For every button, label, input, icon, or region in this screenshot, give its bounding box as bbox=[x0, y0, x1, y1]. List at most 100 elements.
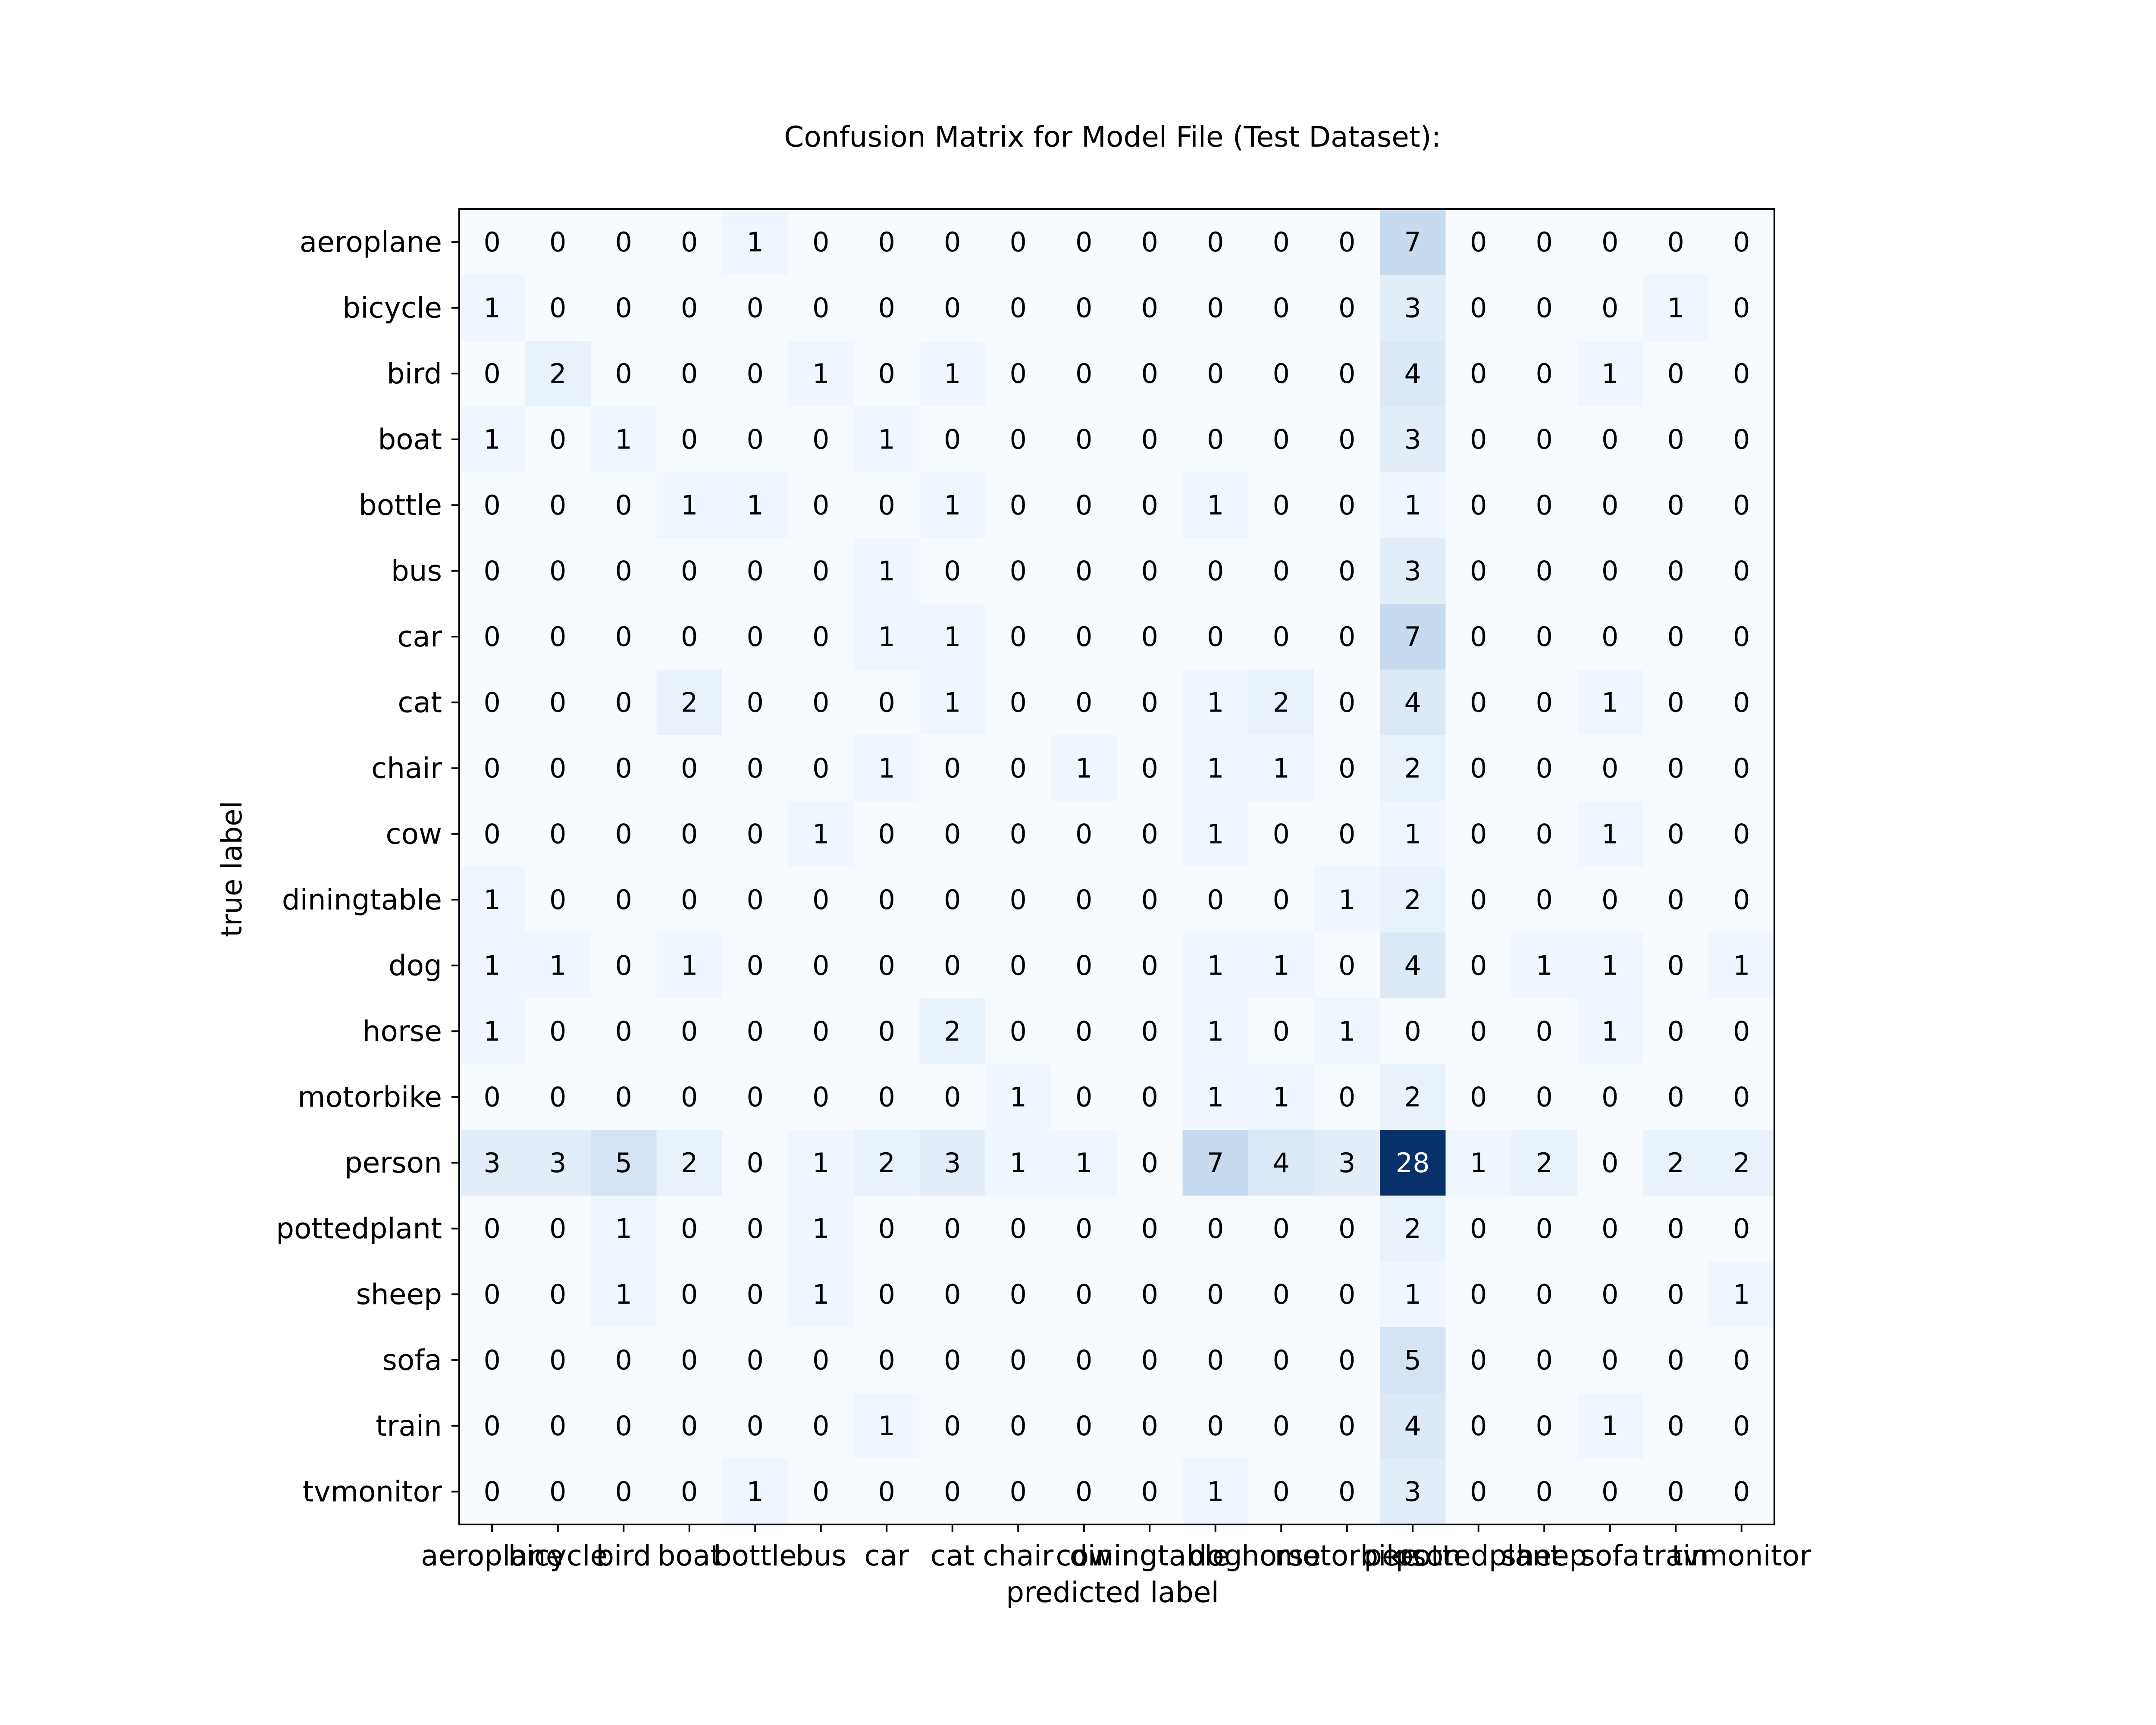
cell-value-label: 0 bbox=[1207, 1410, 1224, 1442]
cell-value-label: 1 bbox=[812, 1147, 829, 1179]
cell-value-label: 1 bbox=[878, 621, 895, 652]
cell-value-label: 1 bbox=[812, 358, 829, 389]
heatmap-cell bbox=[919, 1195, 986, 1262]
heatmap-cell bbox=[1445, 998, 1512, 1064]
cell-value-label: 0 bbox=[1667, 423, 1684, 455]
cell-value-labels: 0 0 0 0 1 0 0 0 0 0 0 0 0 0 7 0 0 0 0 0 1 0 0 0 0 0 0 0 0 0 0 0 0 0 3 0 0 0 1 0… bbox=[484, 226, 1750, 1508]
heatmap-cell bbox=[1182, 538, 1249, 604]
cell-value-label: 0 bbox=[944, 423, 961, 455]
cell-value-label: 0 bbox=[878, 358, 895, 389]
cell-value-label: 0 bbox=[1338, 1476, 1355, 1507]
heatmap-cell bbox=[854, 1064, 920, 1130]
cell-value-label: 0 bbox=[549, 818, 566, 850]
heatmap-cell bbox=[1511, 1195, 1577, 1262]
cell-value-label: 0 bbox=[1075, 1213, 1092, 1244]
heatmap-cell bbox=[1577, 1393, 1643, 1459]
cell-value-label: 0 bbox=[1010, 489, 1027, 521]
heatmap-cell bbox=[1117, 669, 1183, 736]
cell-value-label: 1 bbox=[1733, 950, 1750, 981]
heatmap-cell bbox=[854, 472, 920, 538]
cell-value-label: 0 bbox=[681, 1476, 698, 1507]
heatmap-cell bbox=[722, 998, 788, 1064]
heatmap-cell bbox=[525, 1064, 591, 1130]
heatmap-cell bbox=[1577, 1261, 1643, 1327]
heatmap-cell bbox=[722, 1261, 788, 1327]
cell-value-label: 0 bbox=[1667, 1344, 1684, 1376]
heatmap-cell bbox=[985, 406, 1051, 473]
cell-value-label: 0 bbox=[1338, 687, 1355, 718]
cell-value-label: 1 bbox=[1536, 950, 1553, 981]
cell-value-label: 0 bbox=[549, 753, 566, 784]
heatmap-cell bbox=[1314, 275, 1380, 341]
heatmap-cell bbox=[985, 932, 1051, 999]
heatmap-cell bbox=[1117, 1195, 1183, 1262]
x-tick-label: sofa bbox=[1580, 1539, 1640, 1572]
heatmap-cell bbox=[985, 1393, 1051, 1459]
cell-value-label: 0 bbox=[878, 226, 895, 258]
cell-value-label: 0 bbox=[1733, 1344, 1750, 1376]
heatmap-cell bbox=[525, 669, 591, 736]
cell-value-label: 0 bbox=[1010, 358, 1027, 389]
heatmap-cell bbox=[1182, 867, 1249, 933]
heatmap-cell bbox=[591, 1327, 657, 1393]
cell-value-label: 0 bbox=[1207, 292, 1224, 323]
cell-value-label: 0 bbox=[681, 818, 698, 850]
x-tick-label: tvmonitor bbox=[1672, 1539, 1811, 1572]
cell-value-label: 0 bbox=[1470, 818, 1487, 850]
heatmap-cell bbox=[1314, 932, 1380, 999]
heatmap-cell bbox=[1511, 998, 1577, 1064]
heatmap-cell bbox=[1577, 735, 1643, 801]
heatmap-cell bbox=[1117, 801, 1183, 867]
x-axis-label: predicted label bbox=[1006, 1576, 1219, 1609]
cell-value-label: 0 bbox=[681, 226, 698, 258]
cell-value-label: 0 bbox=[1338, 1213, 1355, 1244]
cell-value-label: 0 bbox=[1470, 753, 1487, 784]
heatmap-cell bbox=[1445, 1130, 1512, 1196]
cell-value-label: 0 bbox=[549, 1016, 566, 1047]
heatmap-cell bbox=[656, 472, 723, 538]
cell-value-label: 0 bbox=[1207, 1279, 1224, 1310]
cell-value-label: 0 bbox=[1601, 292, 1618, 323]
heatmap-cell bbox=[1182, 1327, 1249, 1393]
heatmap-cell bbox=[1577, 1458, 1643, 1525]
heatmap-cell bbox=[722, 275, 788, 341]
cell-value-label: 0 bbox=[549, 621, 566, 652]
cell-value-label: 1 bbox=[484, 1016, 501, 1047]
heatmap-cell bbox=[1314, 1130, 1380, 1196]
heatmap-cell bbox=[1511, 1261, 1577, 1327]
heatmap-cell bbox=[459, 669, 525, 736]
heatmap-cell bbox=[459, 406, 525, 473]
heatmap-cell bbox=[525, 1261, 591, 1327]
cell-value-label: 0 bbox=[1075, 1081, 1092, 1113]
heatmap-cell bbox=[656, 1261, 723, 1327]
heatmap-cell bbox=[1248, 1064, 1314, 1130]
y-tick-label: sheep bbox=[356, 1278, 442, 1311]
heatmap-cell bbox=[459, 275, 525, 341]
heatmap-cell bbox=[1511, 275, 1577, 341]
cell-value-label: 0 bbox=[1141, 358, 1158, 389]
heatmap-cell bbox=[1051, 275, 1117, 341]
heatmap-cell bbox=[525, 406, 591, 473]
cell-value-label: 1 bbox=[1667, 292, 1684, 323]
heatmap-cell bbox=[1314, 341, 1380, 407]
heatmap-cell bbox=[854, 1130, 920, 1196]
cell-value-label: 2 bbox=[944, 1016, 961, 1047]
cell-value-label: 0 bbox=[1273, 818, 1290, 850]
y-tick-label: bird bbox=[387, 357, 442, 390]
heatmap-cell bbox=[722, 604, 788, 670]
heatmap-cell bbox=[722, 1458, 788, 1525]
cell-value-label: 0 bbox=[681, 1410, 698, 1442]
cell-value-label: 0 bbox=[1273, 423, 1290, 455]
cell-value-label: 0 bbox=[1536, 818, 1553, 850]
cell-value-label: 1 bbox=[1075, 1147, 1092, 1179]
heatmap-cell bbox=[1577, 406, 1643, 473]
heatmap-cell bbox=[591, 1458, 657, 1525]
cell-value-label: 0 bbox=[615, 753, 632, 784]
heatmap-cell bbox=[1380, 604, 1446, 670]
cell-value-label: 0 bbox=[812, 292, 829, 323]
heatmap-cell bbox=[1314, 1393, 1380, 1459]
heatmap-cell bbox=[1051, 1195, 1117, 1262]
heatmap-cell bbox=[854, 669, 920, 736]
cell-value-label: 0 bbox=[1667, 1279, 1684, 1310]
heatmap-cell bbox=[1248, 998, 1314, 1064]
